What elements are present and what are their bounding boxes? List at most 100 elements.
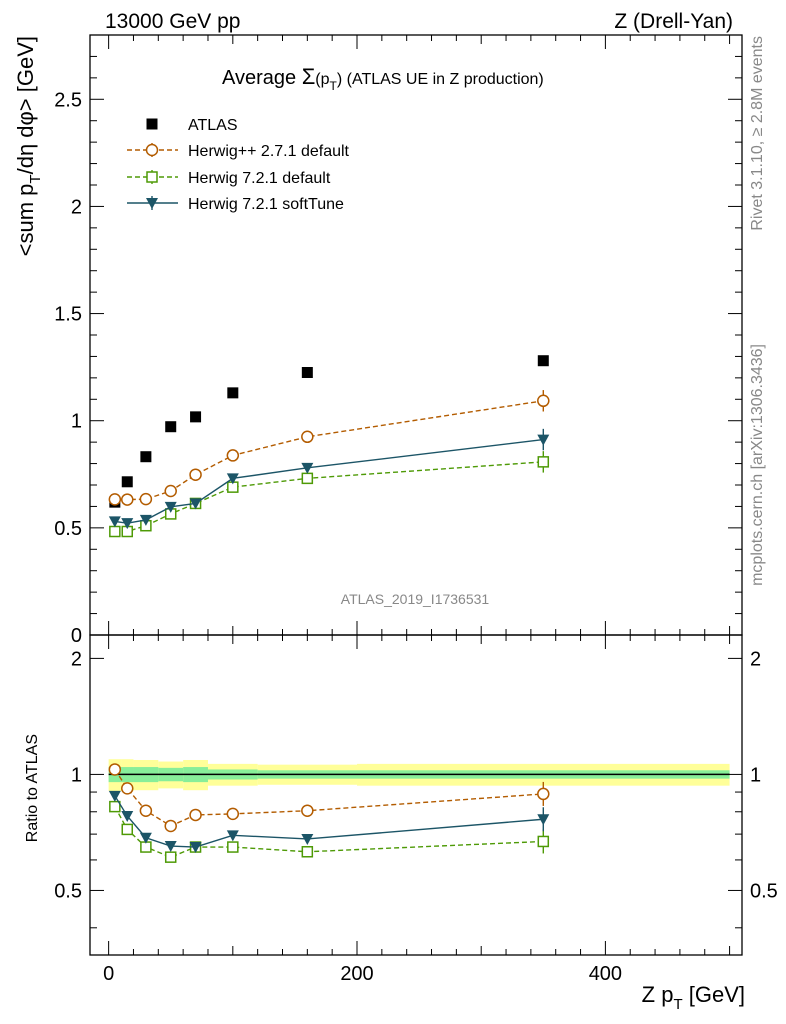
- series-1-ratio-point-6: [301, 804, 314, 817]
- series-0-point-7: [537, 355, 549, 367]
- series-1-point-5: [226, 449, 240, 462]
- ratio-uncertainty-band: [108, 759, 730, 792]
- series-2-ratio-point-3: [164, 851, 177, 863]
- series-1-ratio-point-7: [537, 787, 550, 801]
- legend-marker-1: [145, 143, 159, 157]
- series-3-point-6: [301, 462, 314, 474]
- series-3-point-1: [121, 518, 134, 530]
- series-3-ratio-point-2: [139, 832, 152, 844]
- x-tick-label-400: 400: [589, 963, 622, 985]
- ratio-frame: [89, 634, 743, 956]
- y-label-main: <sum p: [13, 184, 38, 257]
- title-p: (p: [315, 71, 329, 88]
- x-tick-label-0: 0: [103, 963, 114, 985]
- series-3-point-2: [139, 514, 152, 526]
- ratio-tick-label-right-1: 1: [750, 764, 761, 786]
- series-2-point-0: [109, 525, 121, 538]
- title-sigma: Σ: [302, 64, 316, 89]
- x-label-unit: [GeV]: [683, 982, 745, 1007]
- legend-marker-2: [146, 171, 158, 183]
- title-close: ): [337, 71, 342, 88]
- series-2-ratio-point-1: [121, 823, 134, 836]
- series-3-point-5: [226, 473, 239, 485]
- series-1-ratio-point-0: [108, 763, 122, 776]
- series-1-point-6: [301, 430, 314, 444]
- title-prefix: Average: [222, 67, 302, 89]
- chart-title: Average Σ(pT) (ATLAS UE in Z production): [222, 64, 544, 93]
- analysis-watermark: ATLAS_2019_I1736531: [341, 591, 490, 607]
- legend-label-3: Herwig 7.2.1 softTune: [188, 196, 344, 213]
- header-energy: 13000 GeV pp: [105, 10, 240, 33]
- series-2-point-7: [537, 456, 550, 468]
- y-tick-label-2.5: 2.5: [54, 89, 82, 111]
- series-3-ratio-point-7: [537, 814, 550, 826]
- tick-labels: 0 200 400 0.5 1 1.5 2 2.5 0 0.5 0.5 1 1 2 2: [54, 89, 778, 985]
- legend: ATLAS Herwig++ 2.7.1 default Herwig 7.2.1 …: [127, 117, 350, 213]
- x-label-sub: T: [673, 996, 682, 1013]
- y-axis-label: <sum pT/dη dφ> [GeV]: [13, 36, 44, 256]
- y-tick-label-0.5: 0.5: [54, 518, 82, 540]
- ratio-tick-label-left-2: 2: [71, 648, 82, 670]
- header-process: Z (Drell-Yan): [614, 10, 733, 33]
- series-2-ratio-line: [114, 806, 544, 858]
- series-3-ratio-point-6: [301, 833, 314, 845]
- y-tick-label-1: 1: [71, 411, 82, 433]
- series-1-ratio-point-4: [189, 808, 202, 822]
- legend-label-0: ATLAS: [188, 117, 238, 134]
- series-3-ratio-point-1: [121, 811, 134, 823]
- series-3-ratio-line: [114, 795, 544, 848]
- series-0-point-4: [190, 411, 202, 423]
- title-sub: T: [330, 79, 338, 93]
- y-tick-label-2: 2: [71, 196, 82, 218]
- axes: [89, 34, 743, 956]
- series-1-ratio-point-5: [226, 807, 240, 821]
- series-3-point-3: [164, 501, 177, 513]
- y-label-sub: T: [27, 174, 44, 183]
- ratio-tick-label-left-1: 1: [71, 764, 82, 786]
- legend-marker-0: [146, 118, 158, 130]
- series-2-point-6: [301, 472, 314, 485]
- x-axis-label: Z pT [GeV]: [642, 982, 745, 1013]
- series-3-point-0: [108, 516, 121, 528]
- x-tick-label-200: 200: [340, 963, 373, 985]
- x-label-main: Z p: [642, 982, 674, 1007]
- series-1-point-4: [189, 468, 202, 481]
- series-3-ratio-point-5: [226, 830, 239, 842]
- series-0-point-3: [165, 421, 177, 433]
- series-3-ratio-point-4: [189, 842, 202, 854]
- series-2-line: [114, 461, 544, 533]
- legend-label-2: Herwig 7.2.1 default: [188, 170, 331, 187]
- ratio-tick-label-left-0.5: 0.5: [54, 880, 82, 902]
- series-2-ratio-point-0: [109, 800, 121, 813]
- series-3-ratio-point-0: [108, 790, 121, 802]
- series-0-point-2: [140, 451, 152, 463]
- title-suffix: (ATLAS UE in Z production): [342, 71, 544, 88]
- ratio-tick-label-right-2: 2: [750, 648, 761, 670]
- y-label-rest: /dη dφ> [GeV]: [13, 36, 38, 174]
- ratio-tick-label-right-0.5: 0.5: [750, 880, 778, 902]
- series-0-point-1: [121, 476, 133, 488]
- series-0-point-5: [227, 387, 239, 399]
- y-tick-label-0: 0: [71, 625, 82, 647]
- series-3-point-4: [189, 498, 202, 510]
- series-1-point-3: [164, 484, 177, 498]
- series-1-point-1: [121, 493, 134, 506]
- mcplots-label: mcplots.cern.ch [arXiv:1306.3436]: [749, 344, 766, 586]
- ratio-series: [108, 763, 550, 863]
- series: [108, 355, 550, 538]
- series-1-ratio-point-3: [164, 819, 177, 833]
- series-2-ratio-point-5: [227, 841, 239, 853]
- series-1-line: [114, 400, 544, 501]
- series-1-ratio-point-1: [121, 782, 134, 795]
- legend-label-1: Herwig++ 2.7.1 default: [188, 143, 350, 160]
- rivet-version-label: Rivet 3.1.10, ≥ 2.8M events: [749, 36, 766, 231]
- series-3-ratio-point-3: [164, 841, 177, 853]
- series-2-ratio-point-6: [301, 846, 314, 858]
- series-2-ratio-point-7: [537, 835, 550, 848]
- series-1-point-7: [537, 394, 550, 408]
- series-0-point-6: [301, 367, 313, 378]
- series-1-point-2: [139, 492, 153, 506]
- series-1-point-0: [108, 493, 122, 506]
- series-1-ratio-point-2: [139, 804, 153, 817]
